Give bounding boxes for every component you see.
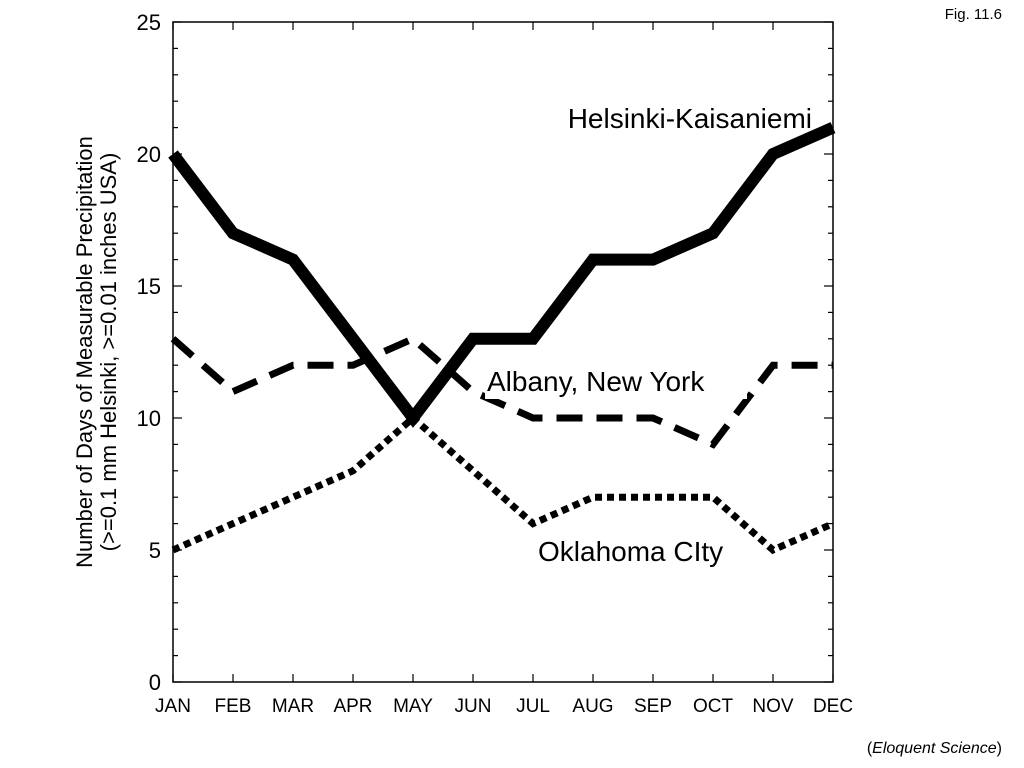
- y-tick-label: 5: [149, 538, 161, 563]
- y-tick-label: 10: [137, 406, 161, 431]
- x-tick-label: JAN: [155, 696, 191, 717]
- x-tick-label: NOV: [752, 696, 794, 717]
- series-line-oklahoma: [171, 413, 835, 555]
- x-tick-label: APR: [333, 696, 372, 717]
- series-label-backdrop: [485, 367, 747, 399]
- series-label-helsinki: Helsinki-Kaisaniemi: [568, 103, 812, 134]
- source-name: Eloquent Science: [872, 740, 997, 757]
- y-tick-label: 0: [149, 670, 161, 695]
- x-tick-label: AUG: [572, 696, 613, 717]
- x-tick-label: MAR: [272, 696, 314, 717]
- plot-frame: [172, 21, 834, 683]
- series-label-oklahoma: Oklahoma CIty: [538, 536, 723, 567]
- y-tick-label: 15: [137, 274, 161, 299]
- series-label-albany: Albany, New York: [487, 366, 705, 397]
- source-credit: (Eloquent Science): [867, 740, 1002, 758]
- series-line-helsinki: [168, 122, 836, 428]
- y-axis-title-line2: (>=0.1 mm Helsinki, >=0.01 inches USA): [96, 153, 121, 552]
- y-tick-label: 25: [137, 10, 161, 35]
- y-tick-label: 20: [137, 142, 161, 167]
- x-tick-label: OCT: [693, 696, 734, 717]
- x-tick-label: JUL: [516, 696, 550, 717]
- x-tick-label: JUN: [455, 696, 492, 717]
- y-axis-title-line1: Number of Days of Measurable Precipitati…: [72, 136, 97, 568]
- x-tick-label: MAY: [393, 696, 433, 717]
- series-line-albany: [170, 334, 833, 449]
- source-open-paren: (: [866, 740, 873, 757]
- source-close-paren: ): [996, 740, 1002, 757]
- figure-number: Fig. 11.6: [944, 6, 1002, 23]
- x-tick-label: SEP: [634, 696, 672, 717]
- x-tick-label: FEB: [215, 696, 252, 717]
- x-tick-label: DEC: [813, 696, 853, 717]
